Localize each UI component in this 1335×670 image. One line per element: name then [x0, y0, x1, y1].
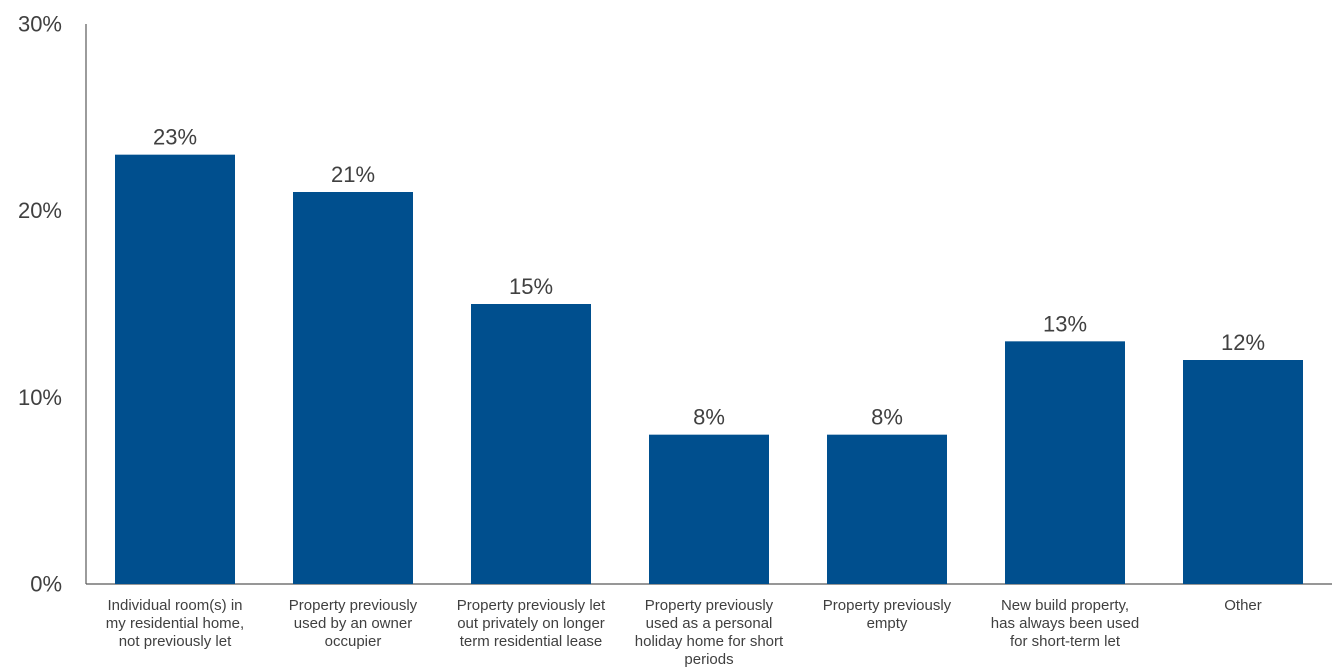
x-tick-label-line: Property previously let [457, 597, 606, 614]
x-tick-label-line: occupier [325, 633, 382, 650]
x-tick-label: Property previously empty [823, 597, 952, 632]
bar [1005, 341, 1125, 584]
bar [115, 154, 235, 584]
x-tick-label-line: not previously let [119, 633, 232, 650]
y-tick-label: 30% [18, 12, 62, 37]
data-label: 13% [1043, 311, 1087, 336]
x-tick-label: Other [1224, 597, 1262, 614]
x-tick-label-line: has always been used [991, 615, 1139, 632]
x-tick-label-line: holiday home for short [635, 633, 784, 650]
x-tick-label-line: Property previously [289, 597, 418, 614]
x-tick-label-line: out privately on longer [457, 615, 605, 632]
y-tick-label: 10% [18, 385, 62, 410]
y-tick-label: 0% [30, 572, 62, 597]
x-tick-label: Individual room(s) in my residential home… [106, 597, 244, 650]
bar [649, 434, 769, 584]
x-tick-label-line: my residential home, [106, 615, 244, 632]
x-tick-label-line: Other [1224, 597, 1262, 614]
bar [471, 304, 591, 584]
x-tick-label-line: Property previously [823, 597, 952, 614]
x-tick-label-line: periods [684, 651, 733, 668]
x-tick-label: Property previously used by an owner occup… [289, 597, 418, 650]
bar [293, 192, 413, 584]
data-label: 23% [153, 125, 197, 150]
chart-labels: 0% 10% 20% 30% 23% Individual room(s) in my re… [18, 12, 1265, 669]
data-label: 15% [509, 274, 553, 299]
x-tick-label-line: used by an owner [294, 615, 412, 632]
x-tick-label: New build property, has always been used f… [991, 597, 1139, 650]
y-tick-label: 20% [18, 198, 62, 223]
bar [827, 434, 947, 584]
x-tick-label-line: term residential lease [460, 633, 603, 650]
x-tick-label: Property previously let out privately on … [457, 597, 606, 650]
x-tick-label-line: New build property, [1001, 597, 1129, 614]
bar [1183, 360, 1303, 584]
x-tick-label-line: Individual room(s) in [107, 597, 242, 614]
chart-bars [115, 154, 1303, 584]
x-tick-label-line: for short-term let [1010, 633, 1121, 650]
x-tick-label-line: empty [867, 615, 908, 632]
x-tick-label-line: used as a personal [646, 615, 773, 632]
data-label: 21% [331, 162, 375, 187]
x-tick-label-line: Property previously [645, 597, 774, 614]
data-label: 12% [1221, 330, 1265, 355]
data-label: 8% [693, 405, 725, 430]
x-tick-label: Property previously used as a personal hol… [635, 597, 784, 668]
data-label: 8% [871, 405, 903, 430]
